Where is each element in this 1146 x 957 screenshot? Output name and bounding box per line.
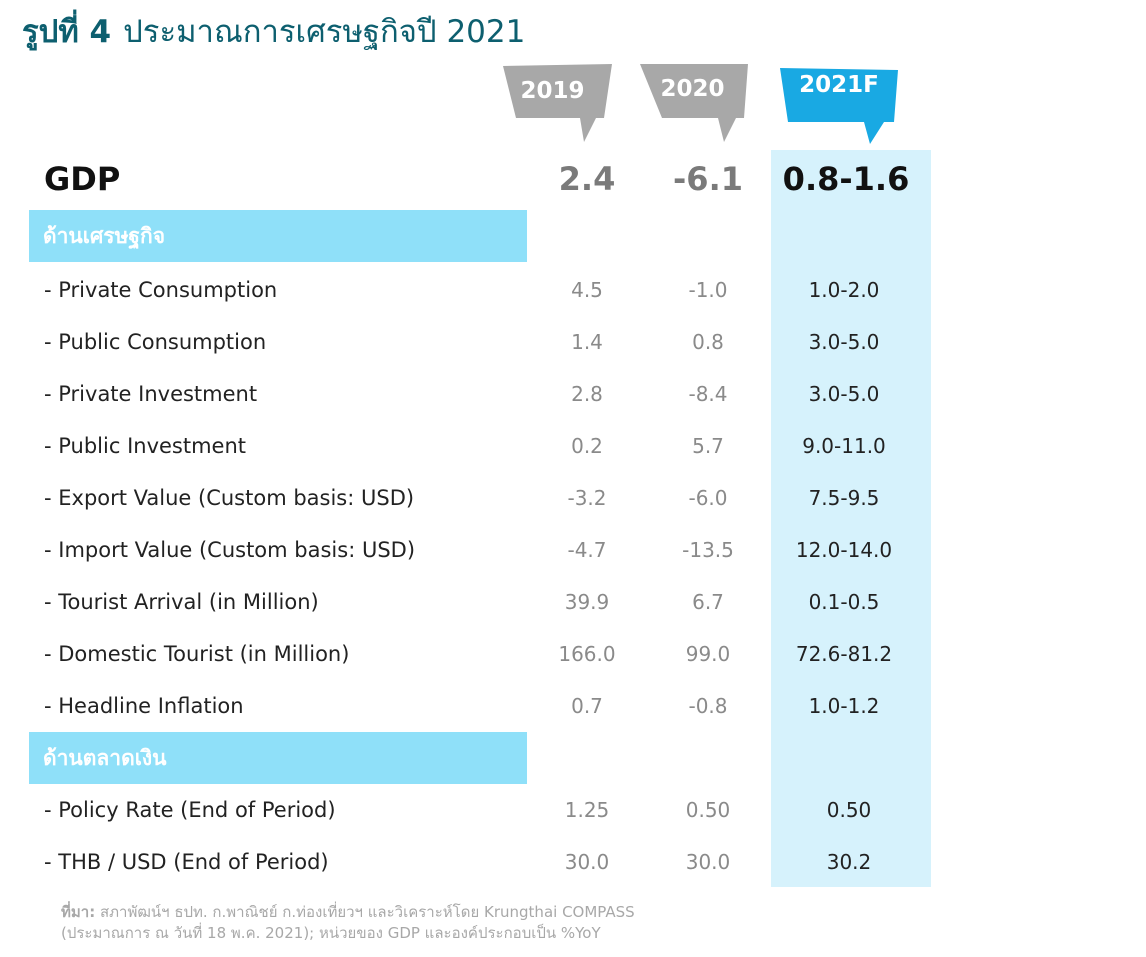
gdp-value-2019: 2.4 [558,160,616,198]
cell-2019: 1.4 [571,330,603,354]
cell-2021f: 0.50 [826,798,872,822]
cell-2021f: 12.0-14.0 [795,538,893,562]
column-header-2021f: 2021F [799,72,879,98]
cell-2021f: 72.6-81.2 [795,642,893,666]
figure-number: รูปที่ 4 [22,14,112,50]
row-label: - Tourist Arrival (in Million) [44,590,319,614]
cell-2019: 166.0 [558,642,616,666]
cell-2021f: 9.0-11.0 [802,434,886,458]
table-row: - THB / USD (End of Period) 30.0 30.0 30… [0,836,1146,888]
tag-shape-2020 [640,64,748,142]
cell-2019: 0.2 [571,434,603,458]
gdp-value-2021f: 0.8-1.6 [782,160,910,198]
cell-2021f: 3.0-5.0 [808,382,880,406]
row-label: - Headline Inflation [44,694,244,718]
source-label: ที่มา: [61,903,96,921]
cell-2021f: 7.5-9.5 [808,486,880,510]
row-label: - Policy Rate (End of Period) [44,798,336,822]
table-row: - Tourist Arrival (in Million) 39.9 6.7 … [0,576,1146,628]
cell-2020: 99.0 [685,642,731,666]
cell-2019: 4.5 [571,278,603,302]
section-title-economy: ด้านเศรษฐกิจ [43,224,166,248]
page-title: รูปที่ 4 ประมาณการเศรษฐกิจปี 2021 [22,8,525,56]
cell-2019: 39.9 [564,590,610,614]
table-row: - Public Consumption 1.4 0.8 3.0-5.0 [0,316,1146,368]
column-header-2019: 2019 [520,78,585,104]
column-tag-2020: 2020 [640,62,750,142]
cell-2021f: 3.0-5.0 [808,330,880,354]
cell-2020: -0.8 [688,694,728,718]
cell-2020: -1.0 [688,278,728,302]
row-label: - Export Value (Custom basis: USD) [44,486,415,510]
cell-2019: 30.0 [564,850,610,874]
cell-2019: 1.25 [564,798,610,822]
row-label: - THB / USD (End of Period) [44,850,329,874]
cell-2019: 2.8 [571,382,603,406]
section-title-money-market: ด้านตลาดเงิน [43,746,167,770]
cell-2020: 30.0 [685,850,731,874]
source-line-1: สภาพัฒน์ฯ ธปท. ก.พาณิชย์ ก.ท่องเที่ยวฯ แ… [99,903,635,921]
tag-shape-2019 [503,64,612,142]
gdp-value-2020: -6.1 [673,160,743,198]
table-row: - Import Value (Custom basis: USD) -4.7 … [0,524,1146,576]
table-row: - Headline Inflation 0.7 -0.8 1.0-1.2 [0,680,1146,732]
cell-2021f: 1.0-1.2 [808,694,880,718]
table-row: - Private Investment 2.8 -8.4 3.0-5.0 [0,368,1146,420]
row-label: - Private Investment [44,382,258,406]
column-tag-2019: 2019 [500,62,612,142]
cell-2020: 0.50 [685,798,731,822]
cell-2019: -3.2 [567,486,607,510]
tag-shape-2021f [780,68,898,144]
source-line-2: (ประมาณการ ณ วันที่ 18 พ.ค. 2021); หน่วย… [61,924,601,942]
table-row: - Export Value (Custom basis: USD) -3.2 … [0,472,1146,524]
source-note: ที่มา: สภาพัฒน์ฯ ธปท. ก.พาณิชย์ ก.ท่องเท… [61,902,1101,944]
cell-2020: -8.4 [688,382,728,406]
cell-2019: 0.7 [571,694,603,718]
table-row: - Public Investment 0.2 5.7 9.0-11.0 [0,420,1146,472]
row-label: - Public Investment [44,434,247,458]
cell-2020: -13.5 [682,538,734,562]
row-label: - Domestic Tourist (in Million) [44,642,350,666]
forecast-column-highlight [771,150,931,887]
table-row: - Domestic Tourist (in Million) 166.0 99… [0,628,1146,680]
cell-2021f: 1.0-2.0 [808,278,880,302]
cell-2020: -6.0 [688,486,728,510]
cell-2020: 0.8 [692,330,724,354]
cell-2021f: 30.2 [826,850,872,874]
cell-2021f: 0.1-0.5 [808,590,880,614]
cell-2020: 5.7 [692,434,724,458]
cell-2020: 6.7 [692,590,724,614]
section-header-economy: ด้านเศรษฐกิจ [29,210,527,262]
gdp-label: GDP [44,160,121,198]
row-label: - Import Value (Custom basis: USD) [44,538,416,562]
table-row: - Private Consumption 4.5 -1.0 1.0-2.0 [0,264,1146,316]
section-header-money-market: ด้านตลาดเงิน [29,732,527,784]
cell-2019: -4.7 [567,538,607,562]
column-header-2020: 2020 [660,76,725,102]
figure-title: ประมาณการเศรษฐกิจปี 2021 [123,14,526,50]
column-tag-2021f: 2021F [780,62,898,144]
row-label: - Public Consumption [44,330,267,354]
table-row: - Policy Rate (End of Period) 1.25 0.50 … [0,784,1146,836]
row-label: - Private Consumption [44,278,278,302]
